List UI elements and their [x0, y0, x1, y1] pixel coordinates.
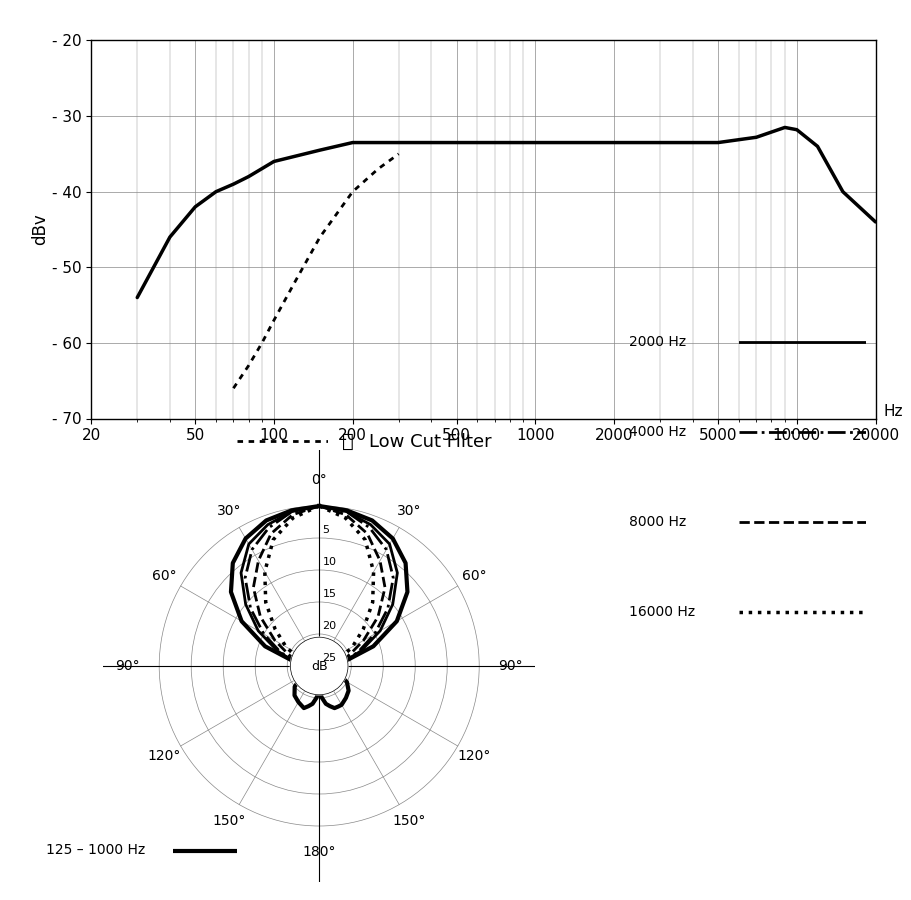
Text: 25: 25 [322, 652, 336, 662]
Text: 2000 Hz: 2000 Hz [629, 335, 686, 349]
Text: ⎙: ⎙ [342, 432, 353, 452]
Text: 0°: 0° [311, 472, 327, 487]
Text: 90°: 90° [116, 659, 140, 673]
Text: 10: 10 [322, 557, 336, 567]
Text: 90°: 90° [497, 659, 522, 673]
Text: dB: dB [311, 660, 327, 672]
Text: 8000 Hz: 8000 Hz [629, 515, 686, 529]
Text: 30°: 30° [396, 504, 421, 518]
Text: 120°: 120° [148, 749, 180, 762]
Text: 30°: 30° [217, 504, 241, 518]
Text: 15: 15 [322, 589, 336, 598]
Y-axis label: dBv: dBv [31, 213, 49, 246]
Text: 16000 Hz: 16000 Hz [629, 605, 695, 619]
Text: Hz: Hz [883, 403, 902, 418]
Text: 5: 5 [322, 525, 329, 535]
Circle shape [290, 637, 348, 695]
Text: 60°: 60° [462, 570, 486, 583]
Text: Low Cut Filter: Low Cut Filter [369, 433, 491, 451]
Text: 150°: 150° [212, 814, 246, 828]
Text: 120°: 120° [457, 749, 490, 762]
Text: 4000 Hz: 4000 Hz [629, 425, 686, 439]
Text: 60°: 60° [151, 570, 176, 583]
Text: 125 – 1000 Hz: 125 – 1000 Hz [46, 843, 145, 858]
Text: 180°: 180° [302, 845, 335, 859]
Text: 150°: 150° [392, 814, 425, 828]
Text: 20: 20 [322, 621, 336, 631]
